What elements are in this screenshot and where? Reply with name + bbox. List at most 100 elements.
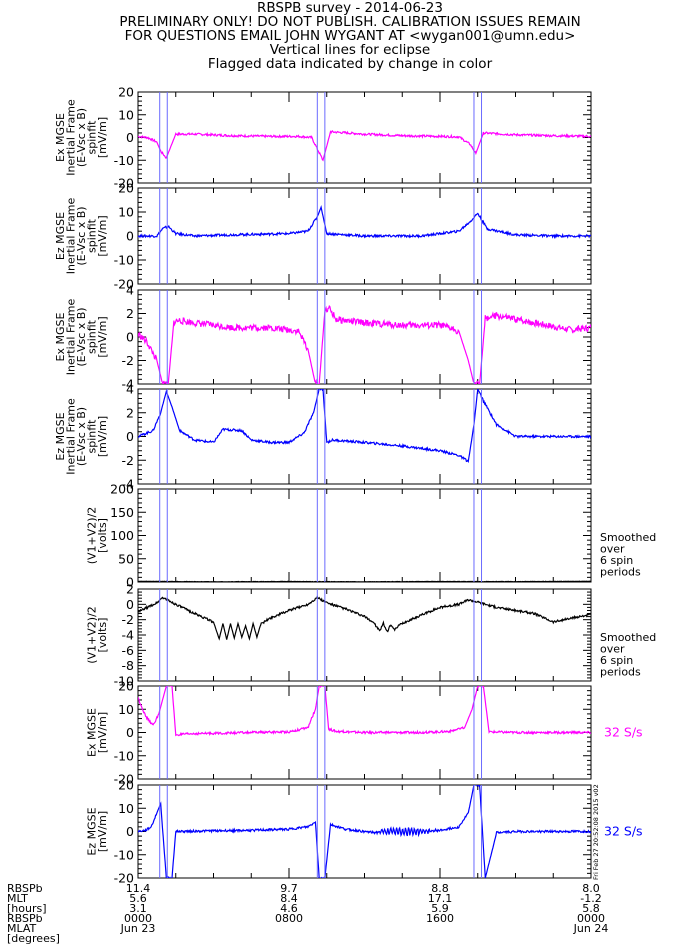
footer-row-label: RBSPb: [7, 882, 43, 895]
y-tick-label: -20: [114, 277, 134, 292]
y-axis-label: Ez MGSE[mV/m]: [86, 807, 110, 855]
footer-value: 4.6: [280, 902, 298, 915]
y-tick-label: 0: [126, 229, 134, 244]
footer-value: 8.8: [431, 882, 449, 895]
y-axis-label: (V1+V2)/2[volts]: [86, 507, 110, 565]
y-tick-label: 4: [126, 283, 134, 298]
footer-row-label: [hours]: [7, 902, 47, 915]
panel-1: -20 -10 0 10 20 Ex MGSEInertial Frame(E-Vsc x…: [54, 85, 592, 191]
y-axis-label-line: spinfit: [86, 319, 99, 354]
data-series-line: [138, 580, 591, 582]
y-tick-label: -4: [122, 477, 135, 492]
trace-group: [138, 594, 591, 641]
y-axis-label-line: Ez MGSE: [86, 807, 99, 855]
y-tick-label: 20: [118, 778, 134, 793]
panel-annotation-line: 32 S/s: [604, 824, 643, 839]
y-tick-label: -10: [114, 847, 134, 862]
y-tick-label: -4: [122, 377, 135, 392]
y-tick-label: 10: [118, 702, 134, 717]
y-axis-label-line: (E-Vsc x B): [75, 307, 88, 366]
y-tick-label: -2: [122, 353, 134, 368]
y-axis-label-line: spinfit: [86, 218, 99, 253]
y-tick-label: 4: [126, 382, 134, 397]
y-axis-label-line: [mV/m]: [96, 416, 109, 457]
data-series-line: [138, 594, 591, 641]
panel-annotation-line: Smoothed: [600, 631, 656, 644]
y-tick-label: 0: [126, 824, 134, 839]
y-tick-label: -20: [114, 176, 134, 191]
y-axis-label-line: Ez MGSE: [54, 412, 67, 460]
y-axis-label-line: Inertial Frame: [65, 99, 78, 176]
panel-4: -4 -2 0 2 4 Ez MGSEInertial Frame(E-Vsc x B)s…: [54, 382, 592, 492]
data-series-line: [138, 389, 591, 464]
y-axis-label: Ez MGSEInertial Frame(E-Vsc x B)spinfit[…: [54, 398, 109, 475]
panel-8: -20 -10 0 10 20 Ez MGSE[mV/m] 32 S/s: [86, 778, 643, 886]
data-series-line: [138, 785, 591, 878]
y-axis-label: Ex MGSE[mV/m]: [86, 708, 110, 757]
footer-value: 0000: [124, 912, 152, 925]
y-tick-label: 0: [126, 597, 134, 612]
footer-value: 5.8: [582, 902, 600, 915]
y-tick-label: 2: [126, 306, 134, 321]
y-axis-label: Ex MGSEInertial Frame(E-Vsc x B)spinfit[…: [54, 299, 109, 376]
y-axis-label-line: (E-Vsc x B): [75, 108, 88, 167]
panel-annotation-line: over: [600, 543, 625, 556]
y-tick-label: -8: [122, 658, 135, 673]
y-axis-label: Ez MGSEInertial Frame(E-Vsc x B)spinfit[…: [54, 198, 109, 275]
y-axis-label-line: [mV/m]: [96, 811, 109, 852]
panel-annotation-line: 6 spin: [600, 654, 633, 667]
footer-row-label: RBSPb: [7, 912, 43, 925]
y-axis-label-line: spinfit: [86, 419, 99, 454]
y-axis-label-line: (E-Vsc x B): [75, 407, 88, 466]
y-axis-label-line: [volts]: [96, 618, 109, 653]
data-series-line: [138, 686, 591, 737]
footer-value: Jun 24: [573, 922, 609, 935]
y-tick-label: -20: [114, 772, 134, 787]
y-tick-label: 50: [118, 551, 134, 566]
footer-row-label: [degrees]: [7, 932, 60, 945]
y-tick-label: -2: [122, 612, 134, 627]
y-tick-label: 10: [118, 801, 134, 816]
trace-group: [138, 304, 591, 384]
footer-value: 3.1: [129, 902, 147, 915]
y-tick-label: 0: [126, 725, 134, 740]
panel-annotation-line: Smoothed: [600, 531, 656, 544]
y-axis-label-line: [mV/m]: [96, 316, 109, 357]
timestamp-side-note: Fri Feb 27 20:52:08 2015 v02: [592, 784, 600, 880]
y-tick-label: 200: [110, 482, 134, 497]
y-axis-label-line: Ex MGSE: [54, 113, 67, 162]
y-axis-label-line: [mV/m]: [96, 215, 109, 256]
footer-value: 9.7: [280, 882, 298, 895]
footer-row-label: MLAT: [7, 922, 37, 935]
panel-annotation-line: 32 S/s: [604, 725, 643, 740]
panel-2: -20 -10 0 10 20 Ez MGSEInertial Frame(E-Vsc x…: [54, 181, 592, 292]
y-tick-label: 10: [118, 107, 134, 122]
y-tick-label: -6: [122, 643, 135, 658]
y-axis-label-line: Inertial Frame: [65, 299, 78, 376]
panel-annotation: Smoothed over 6 spin periods: [600, 531, 656, 579]
y-tick-label: 0: [126, 429, 134, 444]
y-axis-label-line: Ex MGSE: [54, 312, 67, 361]
y-tick-label: 0: [126, 330, 134, 345]
y-axis-label-line: (V1+V2)/2: [86, 507, 99, 565]
y-axis-label-line: (E-Vsc x B): [75, 206, 88, 265]
y-tick-label: 100: [110, 528, 134, 543]
y-axis-label: (V1+V2)/2[volts]: [86, 606, 110, 664]
y-tick-label: 150: [110, 505, 134, 520]
y-axis-label-line: (V1+V2)/2: [86, 606, 99, 664]
y-tick-label: -10: [114, 153, 134, 168]
y-tick-label: -20: [114, 871, 134, 886]
footer-value: 5.6: [129, 892, 147, 905]
header-eclipse-note: Vertical lines for eclipse: [269, 42, 431, 58]
panel-frame: [137, 91, 592, 184]
footer-value: 1600: [426, 912, 454, 925]
y-tick-label: 2: [126, 582, 134, 597]
footer-row-label: MLT: [7, 892, 28, 905]
panel-frame: [137, 588, 592, 682]
y-axis-label-line: Inertial Frame: [65, 198, 78, 275]
y-tick-label: -10: [114, 674, 134, 689]
y-tick-label: 20: [118, 679, 134, 694]
header-title: RBSPB survey - 2014-06-23: [256, 0, 443, 16]
